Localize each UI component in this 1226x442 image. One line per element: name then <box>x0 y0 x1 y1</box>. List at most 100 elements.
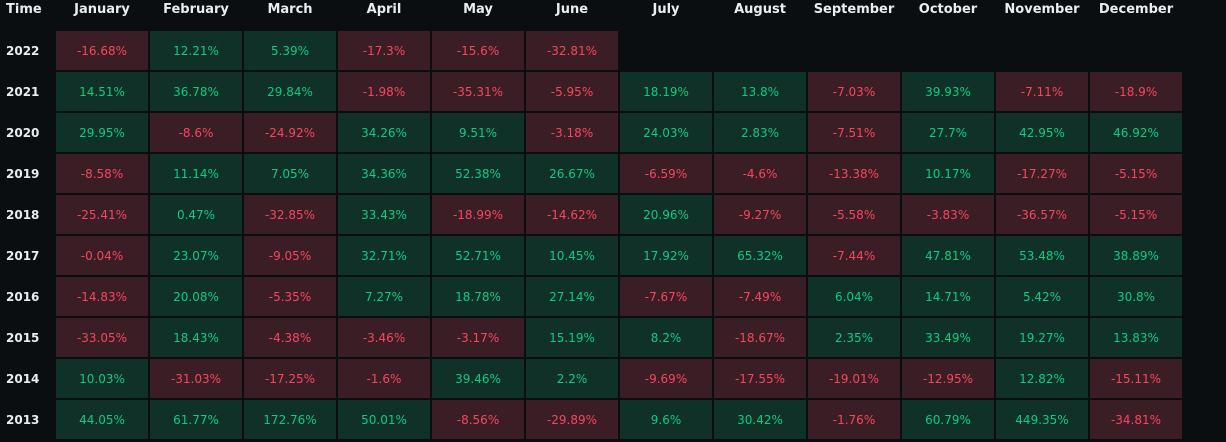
return-cell[interactable]: -24.92% <box>244 113 336 152</box>
return-cell[interactable]: 12.82% <box>996 359 1088 398</box>
return-cell[interactable]: 2.35% <box>808 318 900 357</box>
month-header-january[interactable]: January <box>74 2 130 17</box>
return-cell[interactable]: 27.7% <box>902 113 994 152</box>
return-cell[interactable]: -34.81% <box>1090 400 1182 439</box>
month-header-november[interactable]: November <box>1004 2 1080 17</box>
return-cell[interactable]: 172.76% <box>244 400 336 439</box>
return-cell[interactable]: -35.31% <box>432 72 524 111</box>
return-cell[interactable]: 50.01% <box>338 400 430 439</box>
return-cell[interactable]: -7.11% <box>996 72 1088 111</box>
return-cell[interactable]: 2.2% <box>526 359 618 398</box>
return-cell[interactable]: 6.04% <box>808 277 900 316</box>
return-cell[interactable]: 39.93% <box>902 72 994 111</box>
return-cell[interactable]: -1.76% <box>808 400 900 439</box>
return-cell[interactable]: -29.89% <box>526 400 618 439</box>
return-cell[interactable]: -31.03% <box>150 359 242 398</box>
return-cell[interactable]: -0.04% <box>56 236 148 275</box>
return-cell[interactable]: -18.67% <box>714 318 806 357</box>
return-cell[interactable]: -14.83% <box>56 277 148 316</box>
return-cell[interactable]: 61.77% <box>150 400 242 439</box>
return-cell[interactable]: -7.44% <box>808 236 900 275</box>
return-cell[interactable]: 24.03% <box>620 113 712 152</box>
return-cell[interactable]: 10.17% <box>902 154 994 193</box>
return-cell[interactable]: 18.19% <box>620 72 712 111</box>
return-cell[interactable]: 52.38% <box>432 154 524 193</box>
return-cell[interactable]: 12.21% <box>150 31 242 70</box>
return-cell[interactable]: 2.83% <box>714 113 806 152</box>
return-cell[interactable]: -18.99% <box>432 195 524 234</box>
return-cell[interactable]: -5.35% <box>244 277 336 316</box>
return-cell[interactable]: -12.95% <box>902 359 994 398</box>
return-cell[interactable]: -9.69% <box>620 359 712 398</box>
return-cell[interactable]: -3.17% <box>432 318 524 357</box>
return-cell[interactable]: 30.42% <box>714 400 806 439</box>
return-cell[interactable]: -7.67% <box>620 277 712 316</box>
return-cell[interactable]: -32.85% <box>244 195 336 234</box>
return-cell[interactable]: -15.11% <box>1090 359 1182 398</box>
return-cell[interactable]: 10.45% <box>526 236 618 275</box>
return-cell[interactable]: -4.38% <box>244 318 336 357</box>
return-cell[interactable]: 18.43% <box>150 318 242 357</box>
return-cell[interactable]: 11.14% <box>150 154 242 193</box>
month-header-march[interactable]: March <box>267 2 313 17</box>
month-header-february[interactable]: February <box>163 2 229 17</box>
return-cell[interactable]: 0.47% <box>150 195 242 234</box>
return-cell[interactable]: 5.39% <box>244 31 336 70</box>
return-cell[interactable]: 15.19% <box>526 318 618 357</box>
return-cell[interactable]: 9.51% <box>432 113 524 152</box>
return-cell[interactable]: 23.07% <box>150 236 242 275</box>
time-column-header[interactable]: Time <box>6 2 42 17</box>
return-cell[interactable]: -7.03% <box>808 72 900 111</box>
return-cell[interactable]: 52.71% <box>432 236 524 275</box>
return-cell[interactable]: 42.95% <box>996 113 1088 152</box>
return-cell[interactable]: -32.81% <box>526 31 618 70</box>
month-header-august[interactable]: August <box>734 2 786 17</box>
return-cell[interactable]: -1.6% <box>338 359 430 398</box>
return-cell[interactable]: 19.27% <box>996 318 1088 357</box>
return-cell[interactable]: 39.46% <box>432 359 524 398</box>
return-cell[interactable]: -7.51% <box>808 113 900 152</box>
return-cell[interactable]: -5.58% <box>808 195 900 234</box>
return-cell[interactable]: -3.18% <box>526 113 618 152</box>
return-cell[interactable]: -6.59% <box>620 154 712 193</box>
return-cell[interactable]: -13.38% <box>808 154 900 193</box>
return-cell[interactable]: 47.81% <box>902 236 994 275</box>
return-cell[interactable]: 65.32% <box>714 236 806 275</box>
return-cell[interactable]: 32.71% <box>338 236 430 275</box>
return-cell[interactable]: 44.05% <box>56 400 148 439</box>
return-cell[interactable]: 17.92% <box>620 236 712 275</box>
return-cell[interactable]: 5.42% <box>996 277 1088 316</box>
return-cell[interactable]: -16.68% <box>56 31 148 70</box>
return-cell[interactable]: -3.83% <box>902 195 994 234</box>
return-cell[interactable]: 29.95% <box>56 113 148 152</box>
return-cell[interactable]: 38.89% <box>1090 236 1182 275</box>
return-cell[interactable]: 29.84% <box>244 72 336 111</box>
month-header-december[interactable]: December <box>1098 2 1174 17</box>
return-cell[interactable]: -9.05% <box>244 236 336 275</box>
return-cell[interactable]: 27.14% <box>526 277 618 316</box>
return-cell[interactable]: -7.49% <box>714 277 806 316</box>
return-cell[interactable]: -17.55% <box>714 359 806 398</box>
return-cell[interactable]: -25.41% <box>56 195 148 234</box>
month-header-may[interactable]: May <box>463 2 493 17</box>
return-cell[interactable]: 449.35% <box>996 400 1088 439</box>
return-cell[interactable]: 30.8% <box>1090 277 1182 316</box>
return-cell[interactable]: 33.49% <box>902 318 994 357</box>
return-cell[interactable]: -18.9% <box>1090 72 1182 111</box>
return-cell[interactable]: -14.62% <box>526 195 618 234</box>
month-header-april[interactable]: April <box>366 2 402 17</box>
return-cell[interactable]: 26.67% <box>526 154 618 193</box>
return-cell[interactable]: -8.6% <box>150 113 242 152</box>
return-cell[interactable]: 53.48% <box>996 236 1088 275</box>
return-cell[interactable]: -8.58% <box>56 154 148 193</box>
return-cell[interactable]: -5.15% <box>1090 154 1182 193</box>
return-cell[interactable]: -33.05% <box>56 318 148 357</box>
return-cell[interactable]: -4.6% <box>714 154 806 193</box>
return-cell[interactable]: 34.26% <box>338 113 430 152</box>
return-cell[interactable]: 14.71% <box>902 277 994 316</box>
return-cell[interactable]: -19.01% <box>808 359 900 398</box>
return-cell[interactable]: -17.25% <box>244 359 336 398</box>
return-cell[interactable]: -17.3% <box>338 31 430 70</box>
return-cell[interactable]: 8.2% <box>620 318 712 357</box>
return-cell[interactable]: 14.51% <box>56 72 148 111</box>
